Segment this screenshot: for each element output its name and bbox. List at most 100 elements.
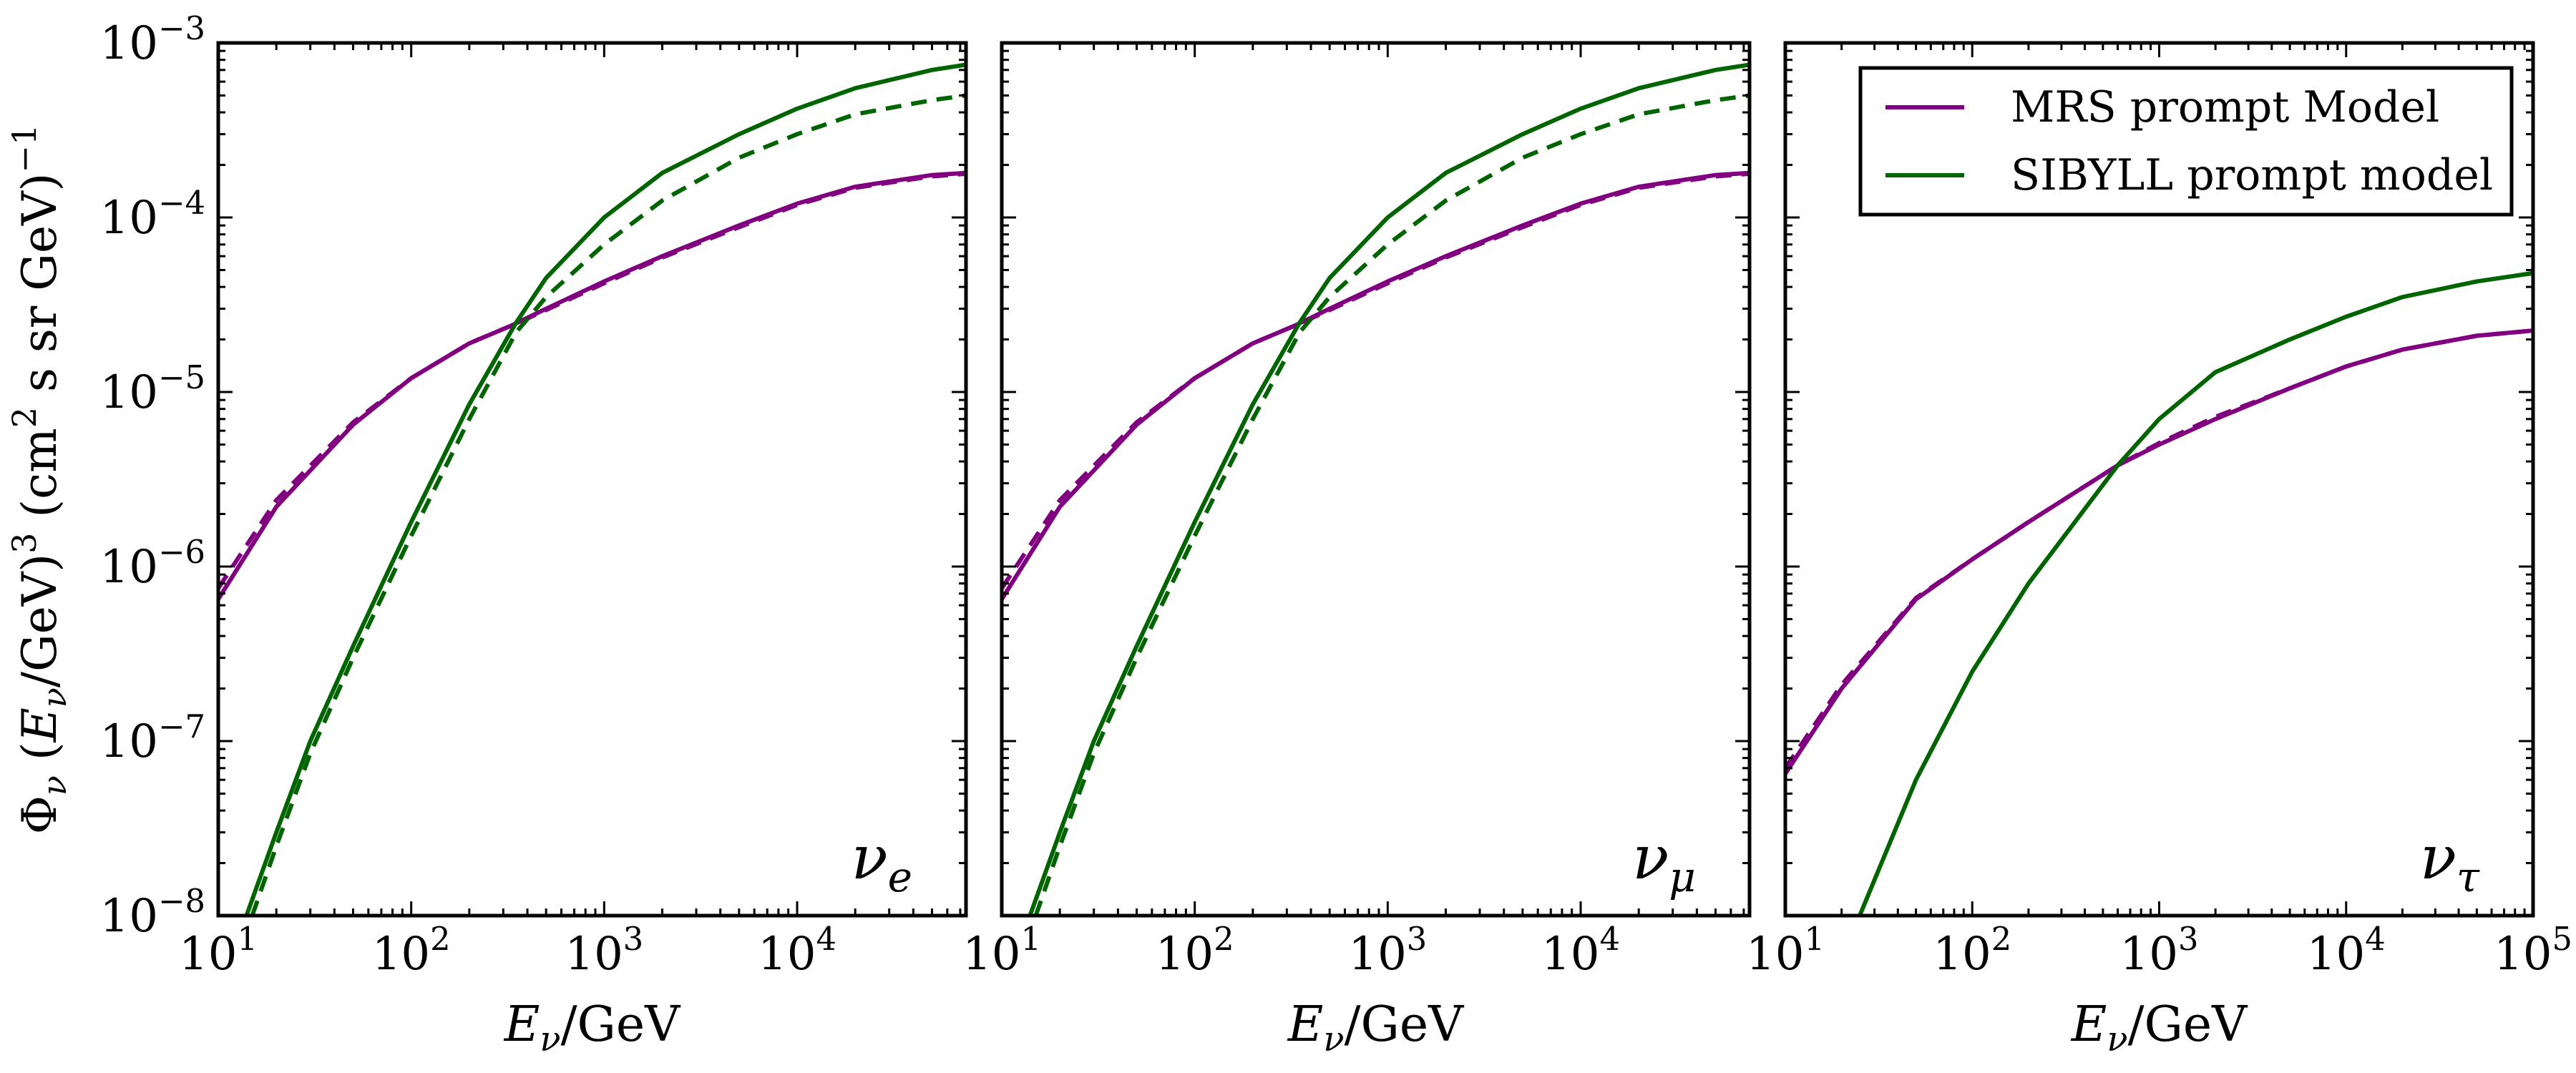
x-tick-label-exponent: 4	[816, 920, 836, 958]
x-tick-label: 102	[1933, 920, 2011, 981]
y-tick-label: 10−8	[100, 882, 205, 943]
x-tick-label: 102	[372, 920, 451, 981]
panel-label-base: ν	[2420, 823, 2457, 893]
series-line-sibyll-solid	[1858, 270, 2533, 916]
y-tick-label: 10−5	[100, 358, 205, 419]
y-axis-title-part: ν	[35, 687, 74, 707]
x-tick-label-exponent: 4	[2365, 920, 2386, 958]
x-tick-label: 101	[1746, 920, 1825, 981]
y-tick-label-base: 10	[100, 192, 158, 245]
x-tick-label-exponent: 4	[1599, 920, 1620, 958]
x-tick-label-exponent: 3	[1407, 920, 1428, 958]
panel-label: νe	[852, 823, 912, 901]
x-tick-label-base: 10	[565, 928, 623, 981]
y-tick-label-base: 10	[100, 541, 158, 594]
series-line-sibyll-solid	[1028, 62, 1750, 916]
series-line-mrs-dashed	[218, 171, 966, 590]
x-tick-label-exponent: 1	[1804, 920, 1825, 958]
y-tick-label-exponent: −3	[158, 9, 205, 47]
x-axis-title-unit: /GeV	[561, 996, 681, 1053]
y-tick-label-base: 10	[100, 890, 158, 943]
y-axis-title-part: s sr GeV)	[12, 173, 67, 407]
x-tick-label-base: 10	[1541, 928, 1599, 981]
legend-label: MRS prompt Model	[2011, 82, 2439, 132]
y-axis-title-part: E	[12, 707, 67, 743]
legend: MRS prompt Model SIBYLL prompt model	[1858, 66, 2514, 217]
panel-frame	[216, 41, 968, 918]
x-tick-label-exponent: 2	[1214, 920, 1234, 958]
series-line-mrs-solid	[1002, 170, 1750, 601]
x-axis-title-subscript: ν	[540, 1019, 560, 1059]
x-tick-label-exponent: 1	[237, 920, 258, 958]
panel-frame	[1783, 41, 2535, 918]
y-axis-title-group: Φν (Eν/GeV)3 (cm2 s sr GeV)−1	[5, 124, 74, 834]
x-tick-label: 103	[565, 920, 643, 981]
series-line-sibyll-dashed	[1033, 93, 1750, 916]
x-tick-label-base: 10	[2307, 928, 2365, 981]
y-tick-label-exponent: −4	[158, 184, 205, 222]
tick-marks	[1000, 41, 1750, 917]
x-tick-label-exponent: 1	[1020, 920, 1041, 958]
x-tick-label-exponent: 3	[2178, 920, 2199, 958]
series-group	[1002, 62, 1750, 916]
y-axis-title-part: /GeV)	[12, 554, 67, 687]
x-tick-label: 104	[2307, 920, 2386, 981]
x-axis-title-subscript: ν	[2107, 1019, 2127, 1059]
legend-frame	[1858, 66, 2514, 217]
y-tick-label-base: 10	[100, 715, 158, 768]
x-tick-label-exponent: 5	[2552, 920, 2572, 958]
x-tick-label-base: 10	[2494, 928, 2552, 981]
y-axis-title-part: (	[12, 742, 67, 775]
series-line-sibyll-dashed	[250, 93, 966, 916]
x-axis-title-symbol: E	[1287, 996, 1324, 1053]
y-tick-label-base: 10	[100, 17, 158, 70]
panel-label: ντ	[2420, 823, 2480, 901]
x-axis-title-subscript: ν	[1323, 1019, 1344, 1059]
x-tick-label: 105	[2494, 920, 2572, 981]
series-group	[1785, 270, 2533, 916]
x-axis-title-unit: /GeV	[2128, 996, 2248, 1053]
x-tick-label: 102	[1156, 920, 1234, 981]
series-group	[218, 62, 966, 916]
y-axis-title: Φν (Eν/GeV)3 (cm2 s sr GeV)−1	[5, 124, 74, 834]
y-axis-title-part: 2	[5, 407, 44, 428]
x-tick-label: 101	[962, 920, 1041, 981]
panel-nu-e: 101 102 103 10410−810−710−610−510−410−3Eν/G…	[100, 9, 968, 1059]
x-axis-title-symbol: E	[2070, 996, 2107, 1053]
x-axis-title: Eν/GeV	[503, 996, 681, 1059]
panels: 101 102 103 10410−810−710−610−510−410−3Eν/G…	[100, 9, 2572, 1059]
panel-label-subscript: e	[888, 853, 912, 901]
x-tick-label: 103	[1348, 920, 1427, 981]
series-line-mrs-dashed	[1785, 328, 2533, 770]
x-tick-label-exponent: 3	[623, 920, 644, 958]
x-tick-label: 104	[1541, 920, 1620, 981]
x-axis-title: Eν/GeV	[1287, 996, 1465, 1059]
y-axis-title-part: (cm	[12, 428, 67, 532]
x-tick-label-base: 10	[1746, 928, 1804, 981]
x-tick-label: 101	[179, 920, 258, 981]
x-tick-label: 103	[2120, 920, 2199, 981]
x-tick-label-base: 10	[372, 928, 430, 981]
y-tick-label-exponent: −7	[158, 707, 205, 745]
legend-label: SIBYLL prompt model	[2011, 150, 2493, 200]
panel-label-subscript: μ	[1669, 853, 1696, 901]
panel-label-subscript: τ	[2457, 853, 2480, 901]
tick-marks	[217, 41, 966, 917]
x-tick-label-base: 10	[179, 928, 237, 981]
x-tick-label-base: 10	[758, 928, 816, 981]
y-tick-label: 10−4	[100, 184, 205, 245]
x-axis-title-symbol: E	[503, 996, 540, 1053]
x-tick-label-exponent: 2	[430, 920, 451, 958]
y-tick-label-exponent: −8	[158, 882, 205, 920]
x-tick-label-base: 10	[1156, 928, 1214, 981]
y-axis-title-part: Φ	[12, 795, 67, 834]
x-tick-label-base: 10	[962, 928, 1020, 981]
y-axis-title-part: ν	[35, 775, 74, 795]
y-tick-label-base: 10	[100, 366, 158, 419]
panel-label-base: ν	[852, 823, 888, 893]
x-axis-title-unit: /GeV	[1345, 996, 1465, 1053]
x-tick-label-base: 10	[1348, 928, 1406, 981]
panel-label-base: ν	[1632, 823, 1669, 893]
